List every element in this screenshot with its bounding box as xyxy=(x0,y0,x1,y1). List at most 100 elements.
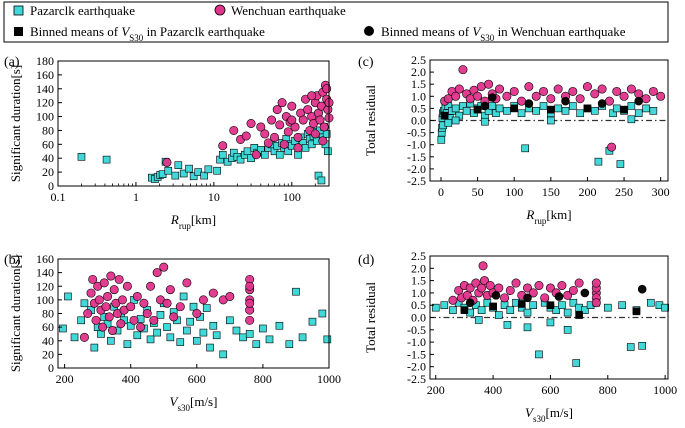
data-point-square xyxy=(646,298,655,307)
data-point-circle xyxy=(546,94,556,104)
data-point-circle xyxy=(582,82,592,92)
data-point-circle xyxy=(590,89,600,99)
data-point-square xyxy=(209,321,218,330)
data-point-square xyxy=(626,343,635,351)
y-tick-label: 180 xyxy=(36,54,54,68)
data-point-circle xyxy=(279,139,289,149)
data-point-circle xyxy=(500,293,510,303)
series-wenchuan-earthquake xyxy=(79,262,255,342)
data-point-circle xyxy=(104,312,114,322)
data-point-circle xyxy=(522,283,532,293)
data-point-square xyxy=(171,171,180,180)
data-point-square xyxy=(189,172,198,181)
data-point-circle xyxy=(270,132,280,142)
data-point-circle xyxy=(591,278,601,288)
y-tick-label: 0.0 xyxy=(411,311,426,325)
x-axis-label: Vs30[m/s] xyxy=(525,405,573,424)
x-tick-label: 150 xyxy=(542,185,560,199)
legend-label-wenchuan: Wenchuan earthquake xyxy=(231,3,346,18)
data-point-circle xyxy=(591,298,601,308)
y-axis-label: Total residual xyxy=(363,282,378,353)
y-tick-label: 0 xyxy=(48,361,54,375)
data-point-square xyxy=(252,340,261,348)
data-point-circle xyxy=(260,129,270,139)
y-tick-label: 100 xyxy=(36,293,54,307)
data-point-circle xyxy=(574,278,584,288)
data-point-square xyxy=(547,116,555,125)
data-point-square xyxy=(153,328,161,337)
data-point-circle xyxy=(192,308,202,318)
data-point-square xyxy=(638,341,646,350)
data-point-circle xyxy=(251,150,261,160)
data-point-square xyxy=(123,340,132,348)
data-point-circle xyxy=(79,332,89,342)
data-point-circle xyxy=(310,129,320,139)
data-point-circle xyxy=(272,105,282,115)
y-tick-label: -2.0 xyxy=(407,360,426,374)
data-point-square xyxy=(236,155,245,164)
data-point-circle xyxy=(597,99,607,108)
x-axis-label: Rrup[km] xyxy=(170,212,216,231)
data-point-square xyxy=(146,335,155,344)
data-point-circle xyxy=(465,283,475,293)
data-point-square xyxy=(183,326,191,335)
data-point-square xyxy=(133,331,142,340)
data-point-square xyxy=(523,308,532,317)
data-point-circle xyxy=(448,295,458,305)
data-point-square xyxy=(554,104,562,113)
data-point-square xyxy=(569,298,578,307)
data-point-circle xyxy=(597,84,607,94)
data-point-circle xyxy=(126,302,136,312)
y-tick-label: 1.5 xyxy=(411,274,426,288)
data-point-circle xyxy=(454,84,464,94)
x-tick-label: 250 xyxy=(615,185,633,199)
data-point-square xyxy=(239,333,247,342)
data-point-square xyxy=(232,326,241,335)
data-point-circle xyxy=(245,298,255,308)
y-tick-label: 0.0 xyxy=(411,114,426,128)
data-point-square xyxy=(632,307,641,316)
x-tick-label: 100 xyxy=(283,190,301,204)
series-binned-means-pazarclk- xyxy=(440,104,628,120)
data-point-circle xyxy=(225,291,235,301)
data-point-square xyxy=(503,107,511,115)
data-point-square xyxy=(503,321,512,329)
data-point-circle xyxy=(637,284,647,294)
data-point-circle xyxy=(480,101,490,111)
data-point-circle xyxy=(136,322,146,332)
data-point-circle xyxy=(563,290,573,300)
data-point-square xyxy=(451,104,460,113)
data-point-circle xyxy=(531,91,541,101)
data-point-circle xyxy=(524,99,534,108)
data-point-circle xyxy=(626,84,636,94)
data-point-square xyxy=(618,301,626,310)
data-point-circle xyxy=(139,298,149,308)
data-point-circle xyxy=(484,79,494,89)
data-point-circle xyxy=(142,308,152,318)
data-point-circle xyxy=(283,127,293,137)
plot-frame xyxy=(57,60,330,187)
series-wenchuan-earthquake xyxy=(162,80,334,167)
y-tick-label: 140 xyxy=(36,266,54,280)
data-point-circle xyxy=(293,143,303,153)
panel-label: (b) xyxy=(4,253,21,268)
data-point-square xyxy=(552,306,560,314)
y-axis-label: Significant duration[s] xyxy=(8,65,23,182)
data-point-square xyxy=(568,102,577,110)
data-point-square xyxy=(620,105,628,114)
data-point-circle xyxy=(315,115,325,125)
data-point-square xyxy=(226,316,234,325)
data-point-circle xyxy=(208,288,218,298)
data-point-square xyxy=(561,107,570,115)
data-point-square xyxy=(594,157,603,166)
x-tick-label: 800 xyxy=(599,383,617,397)
data-point-circle xyxy=(465,298,475,308)
data-point-circle xyxy=(175,302,185,312)
data-point-circle xyxy=(98,322,108,332)
data-point-circle xyxy=(218,141,228,151)
data-point-circle xyxy=(553,84,563,94)
y-tick-label: 160 xyxy=(36,68,54,82)
x-tick-label: 1 xyxy=(133,190,139,204)
data-point-circle xyxy=(256,122,266,132)
data-point-circle xyxy=(656,91,666,101)
